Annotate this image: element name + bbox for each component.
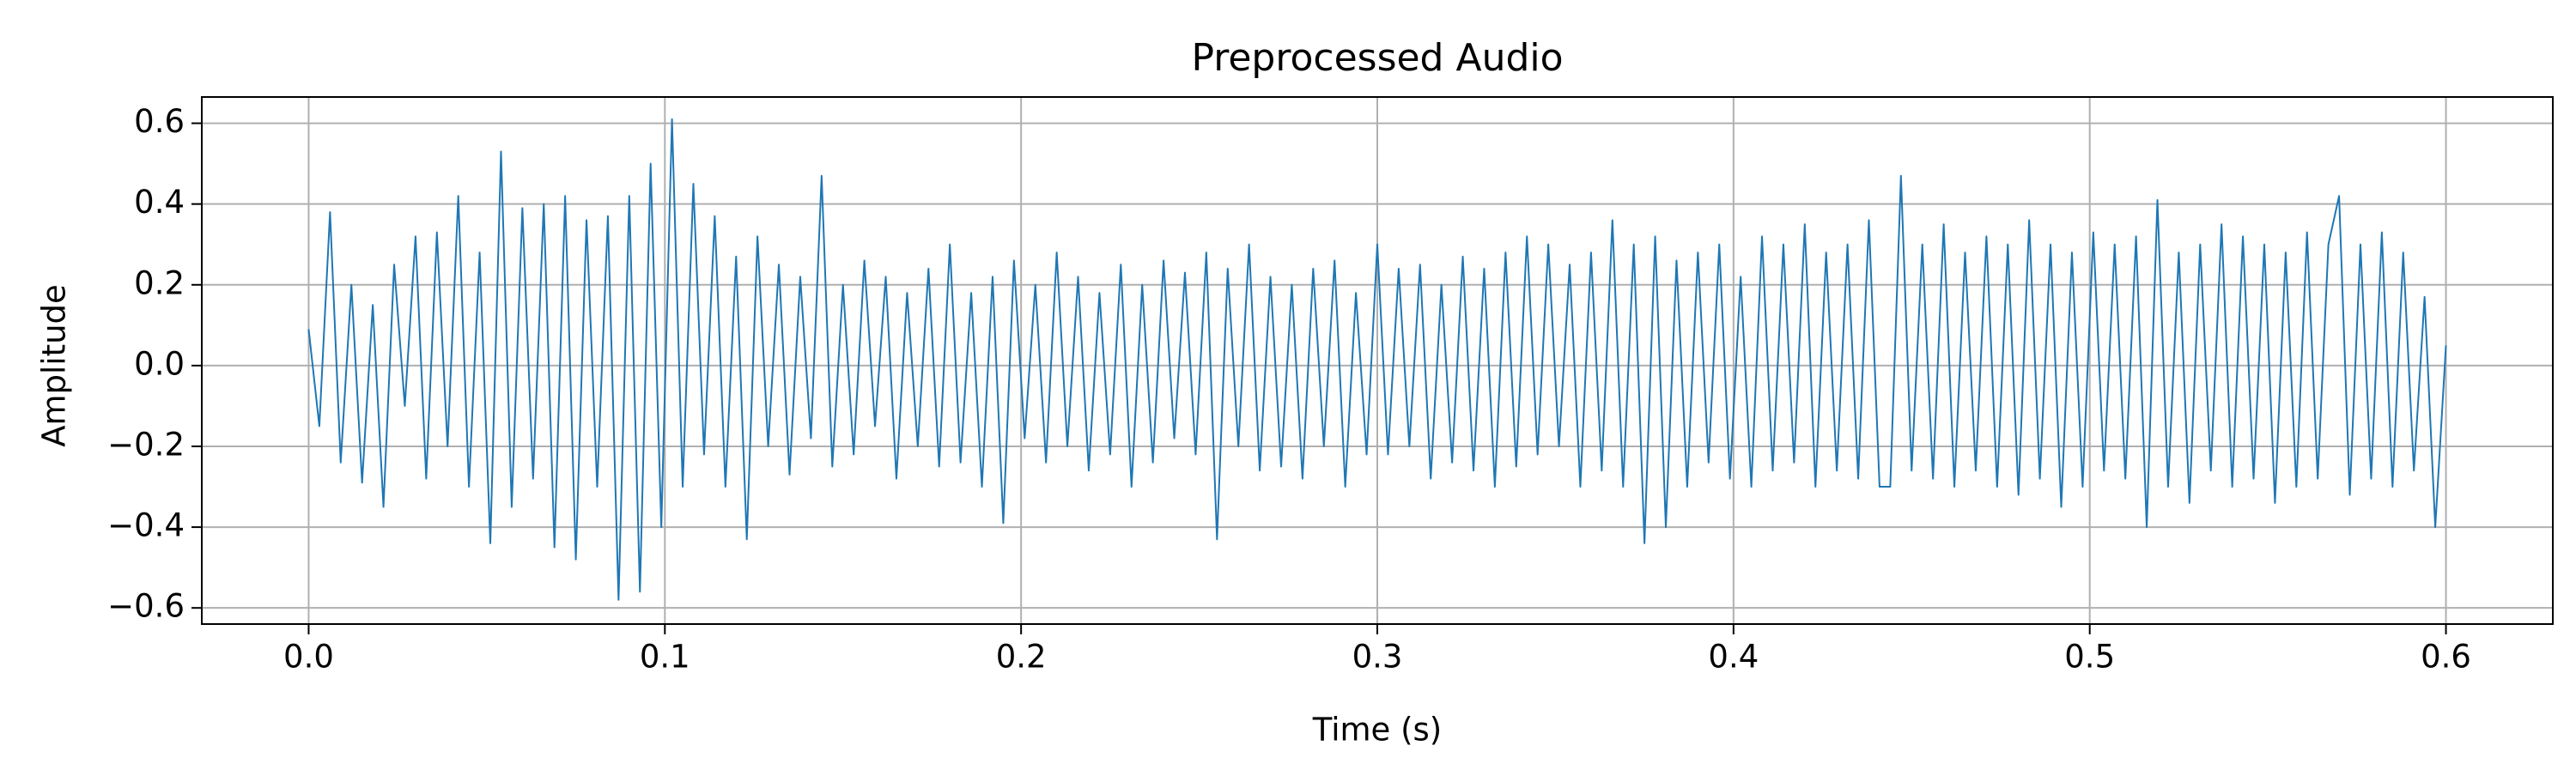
y-tick-label: −0.6 xyxy=(107,588,185,625)
x-tick-label: 0.5 xyxy=(2064,639,2115,676)
y-tick-label: −0.2 xyxy=(107,426,185,463)
x-tick-label: 0.0 xyxy=(283,639,334,676)
x-axis-label: Time (s) xyxy=(1312,712,1442,749)
x-tick-label: 0.4 xyxy=(1708,639,1759,676)
x-tick-label: 0.1 xyxy=(640,639,690,676)
waveform-line xyxy=(307,118,2447,601)
x-tick-label: 0.2 xyxy=(996,639,1047,676)
chart-title: Preprocessed Audio xyxy=(1191,36,1563,80)
y-tick-label: 0.0 xyxy=(134,345,185,382)
y-tick-label: 0.2 xyxy=(134,264,185,301)
y-tick-label: −0.4 xyxy=(107,507,185,544)
y-tick-label: 0.6 xyxy=(134,103,185,140)
y-axis-label: Amplitude xyxy=(36,284,73,447)
x-tick-label: 0.6 xyxy=(2421,639,2471,676)
plot-frame xyxy=(201,96,2554,625)
y-tick-label: 0.4 xyxy=(134,184,185,221)
x-tick-label: 0.3 xyxy=(1352,639,1403,676)
